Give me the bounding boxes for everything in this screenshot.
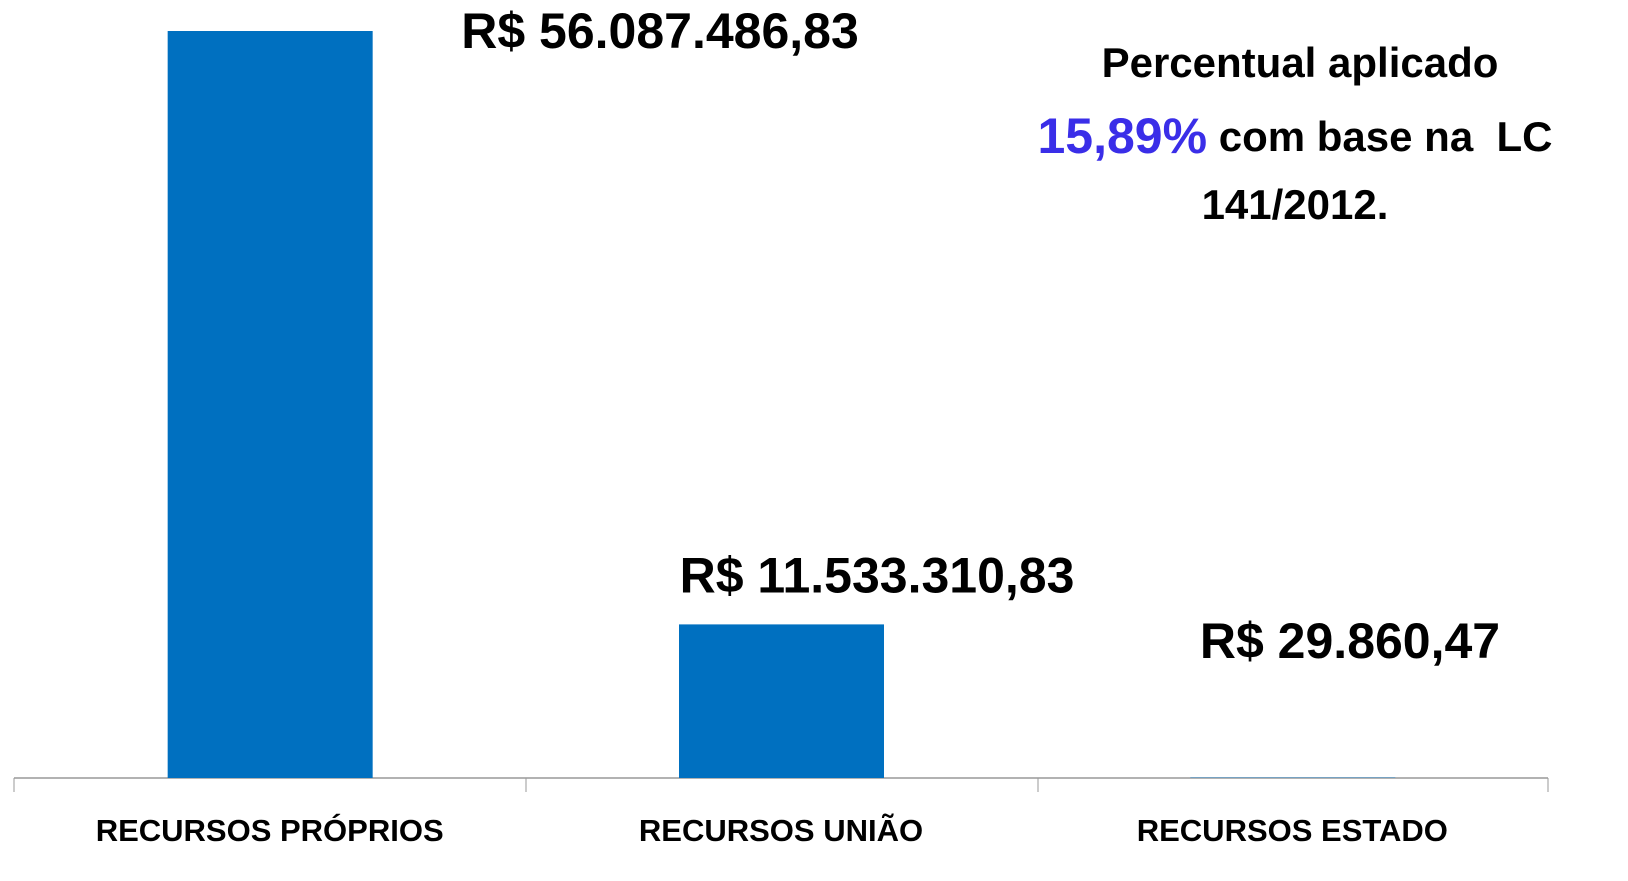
value-label: R$ 29.860,47 [1200, 613, 1500, 669]
bar [679, 624, 884, 778]
bar [167, 31, 373, 778]
annotation-text: com base na LC [1219, 113, 1553, 160]
value-label: R$ 56.087.486,83 [461, 3, 859, 59]
x-tick-label: RECURSOS UNIÃO [639, 813, 923, 848]
annotation-line: 15,89% com base na LC [1037, 108, 1552, 164]
annotation-text [1207, 113, 1219, 160]
annotation-line: Percentual aplicado [1102, 39, 1499, 86]
annotation-line: 141/2012. [1202, 181, 1389, 228]
value-label: R$ 11.533.310,83 [680, 548, 1075, 604]
x-tick-label: RECURSOS PRÓPRIOS [96, 812, 444, 848]
x-tick-label: RECURSOS ESTADO [1137, 813, 1448, 848]
annotation-highlight: 15,89% [1037, 108, 1207, 164]
